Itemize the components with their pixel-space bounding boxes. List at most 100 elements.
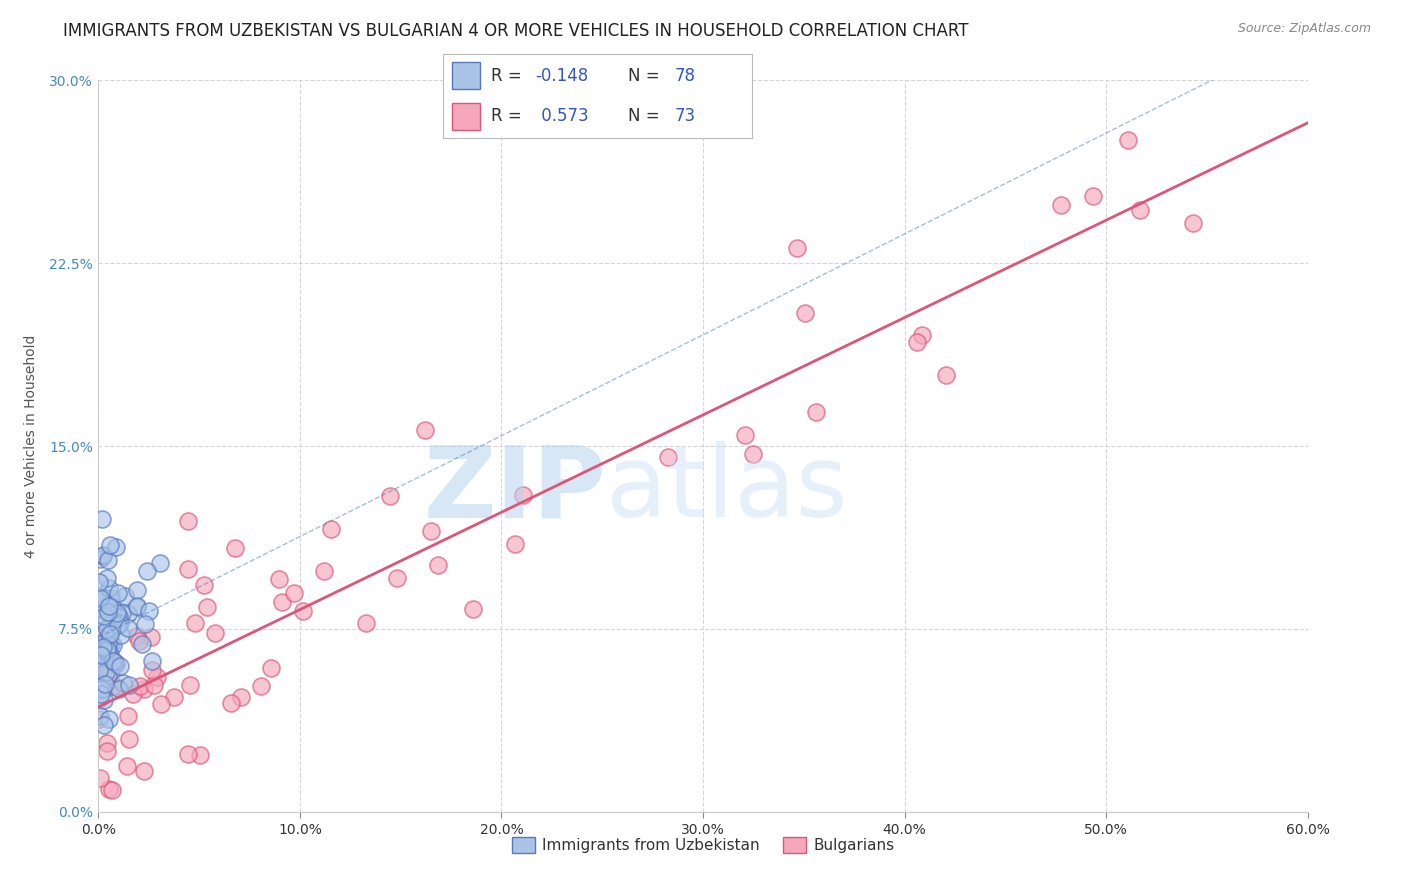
Point xyxy=(505,536,527,550)
Point xyxy=(97,646,120,660)
Point xyxy=(105,607,128,621)
Point xyxy=(90,682,112,697)
Point xyxy=(118,732,141,747)
Point xyxy=(135,565,157,579)
Text: N =: N = xyxy=(628,107,659,125)
Point xyxy=(101,654,124,668)
Point xyxy=(121,687,143,701)
Point xyxy=(96,736,118,750)
Point xyxy=(97,668,120,682)
Point xyxy=(98,633,121,648)
Point xyxy=(87,650,110,665)
Text: ZIP: ZIP xyxy=(423,442,606,539)
Point xyxy=(98,782,121,797)
Point xyxy=(103,638,125,652)
Point xyxy=(96,571,118,585)
Point xyxy=(97,638,120,652)
Point xyxy=(512,487,534,501)
Point xyxy=(657,450,679,465)
Point xyxy=(177,562,200,576)
Point xyxy=(1182,216,1205,230)
Point xyxy=(98,599,121,613)
Point xyxy=(149,556,172,570)
Point xyxy=(101,783,124,797)
Point xyxy=(111,676,134,690)
Point xyxy=(100,591,122,605)
Point xyxy=(89,712,111,726)
Point xyxy=(93,650,115,665)
Point xyxy=(741,446,763,460)
Point xyxy=(231,690,253,704)
Point xyxy=(125,599,148,613)
Point xyxy=(267,572,290,586)
Point xyxy=(420,524,443,538)
Point xyxy=(134,617,156,632)
Point xyxy=(105,680,128,694)
Point xyxy=(89,574,111,589)
Point xyxy=(91,548,114,562)
Point xyxy=(1129,202,1152,217)
Point xyxy=(224,541,246,555)
Point xyxy=(734,428,756,442)
Point xyxy=(93,718,115,732)
Point xyxy=(127,629,149,643)
Point xyxy=(91,640,114,654)
Point xyxy=(426,558,449,573)
Point xyxy=(97,553,120,567)
Point xyxy=(97,625,120,640)
Point xyxy=(96,644,118,658)
Text: R =: R = xyxy=(491,67,522,85)
Point xyxy=(108,615,131,630)
Point xyxy=(90,648,112,662)
Point xyxy=(105,607,128,622)
Point xyxy=(93,549,115,564)
Text: IMMIGRANTS FROM UZBEKISTAN VS BULGARIAN 4 OR MORE VEHICLES IN HOUSEHOLD CORRELAT: IMMIGRANTS FROM UZBEKISTAN VS BULGARIAN … xyxy=(63,22,969,40)
Point xyxy=(354,615,377,630)
Point xyxy=(97,713,120,727)
Point xyxy=(127,582,149,597)
FancyBboxPatch shape xyxy=(453,62,479,89)
Point xyxy=(89,708,111,723)
Point xyxy=(90,589,112,603)
Point xyxy=(108,609,131,624)
Point xyxy=(94,632,117,647)
Point xyxy=(179,678,201,692)
Point xyxy=(312,564,335,578)
Point xyxy=(804,405,827,419)
Point xyxy=(100,627,122,641)
Point xyxy=(101,599,124,614)
Point xyxy=(786,241,808,255)
Point xyxy=(141,654,163,668)
Point xyxy=(93,591,115,605)
Point xyxy=(195,599,218,614)
Point xyxy=(163,690,186,704)
Text: -0.148: -0.148 xyxy=(536,67,589,85)
Point xyxy=(117,607,139,622)
Point xyxy=(321,522,343,536)
Point xyxy=(96,642,118,657)
Point xyxy=(93,693,115,707)
Text: R =: R = xyxy=(491,107,522,125)
Point xyxy=(94,677,117,691)
Point xyxy=(935,368,957,382)
Point xyxy=(97,637,120,651)
Point xyxy=(385,571,408,585)
Point xyxy=(100,665,122,680)
Point xyxy=(89,771,111,785)
Point xyxy=(128,634,150,648)
Text: 78: 78 xyxy=(675,67,696,85)
Point xyxy=(94,640,117,654)
Point xyxy=(114,589,136,603)
Point xyxy=(94,645,117,659)
Point xyxy=(129,679,152,693)
Point xyxy=(89,552,111,566)
Point xyxy=(104,656,127,670)
Point xyxy=(89,679,111,693)
Point xyxy=(138,604,160,618)
Point xyxy=(183,615,205,630)
Y-axis label: 4 or more Vehicles in Household: 4 or more Vehicles in Household xyxy=(24,334,38,558)
Point xyxy=(378,489,401,503)
Point xyxy=(98,538,121,552)
Point xyxy=(96,744,118,758)
Point xyxy=(1116,133,1139,147)
